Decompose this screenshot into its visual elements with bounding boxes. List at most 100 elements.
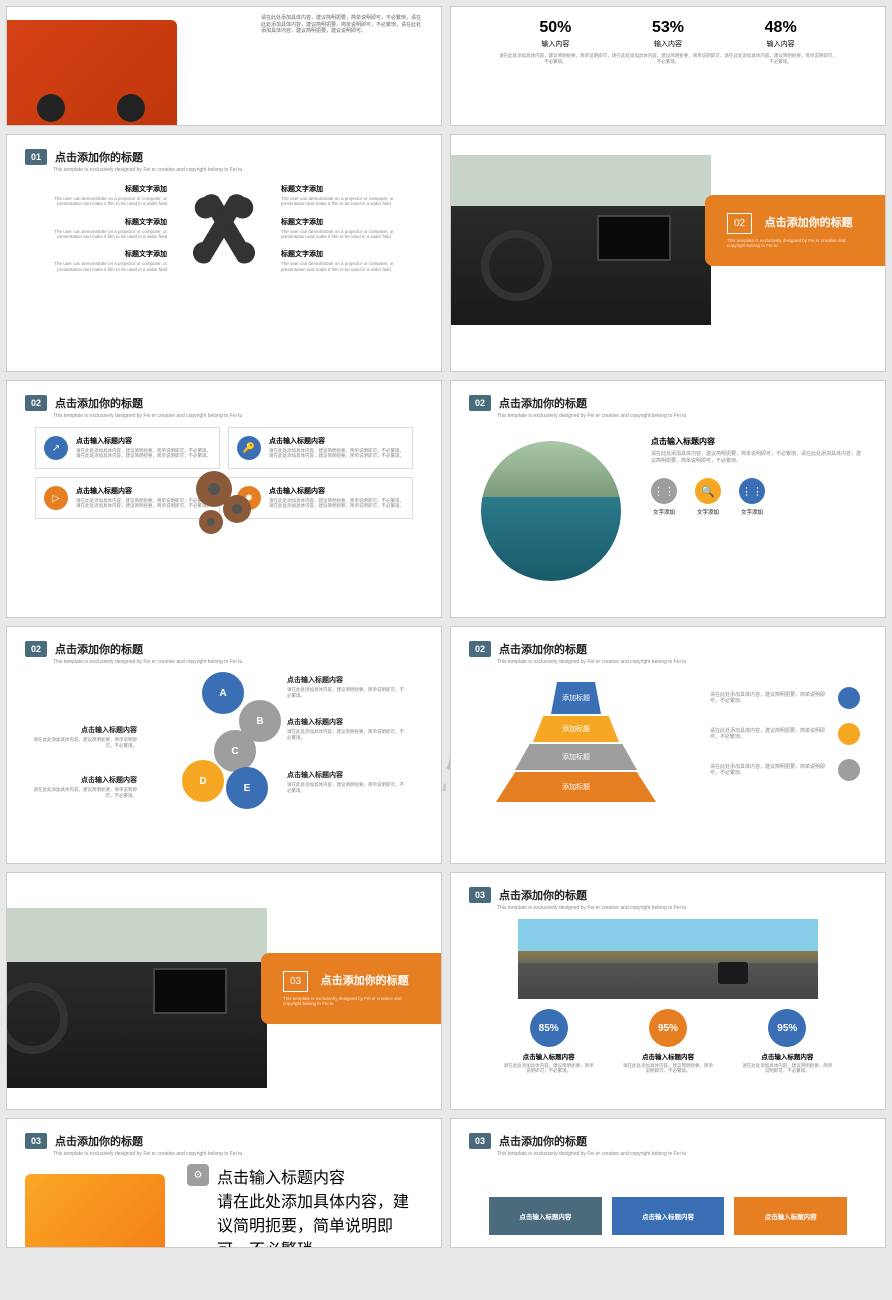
icon-label: 文字添加 bbox=[651, 508, 677, 516]
quad-head: 点击输入标题内容 bbox=[269, 486, 404, 496]
icon-label: 文字添加 bbox=[739, 508, 765, 516]
pyramid-level: 添加标题 bbox=[533, 716, 619, 742]
venn-circle: C bbox=[214, 730, 256, 772]
percent-desc: 请在此处添加具体内容，建议简明扼要，简单说明即可，不必繁琐。 bbox=[742, 1063, 832, 1074]
wrench-item-head: 标题文字添加 bbox=[52, 249, 167, 259]
pyramid-side-desc: 请在此处添加具体内容，建议简明扼要，简单说明即可，不必繁琐。 bbox=[710, 764, 830, 777]
slide-number: 02 bbox=[25, 395, 47, 411]
bars-row: 点击输入标题内容点击输入标题内容点击输入标题内容 bbox=[469, 1197, 867, 1235]
wrench-icon bbox=[179, 183, 269, 283]
percent-circle: 95% bbox=[649, 1009, 687, 1047]
list-items: ⚙ 点击输入标题内容 请在此处添加具体内容，建议简明扼要，简单说明即可，不必繁琐… bbox=[187, 1164, 421, 1248]
quad-head: 点击输入标题内容 bbox=[269, 436, 404, 446]
stat-2-label: 输入内容 bbox=[612, 39, 725, 49]
wrench-left-col: 标题文字添加 The user can demonstrate on a proj… bbox=[52, 184, 167, 282]
wrench-right-col: 标题文字添加The user can demonstrate on a proj… bbox=[281, 184, 396, 282]
road-photo bbox=[518, 919, 818, 999]
suv-circle-photo bbox=[481, 441, 621, 581]
gears-icon bbox=[189, 467, 259, 547]
pyramid-side-icon bbox=[838, 687, 860, 709]
wrench-item-head: 标题文字添加 bbox=[281, 217, 396, 227]
car-interior-photo bbox=[6, 908, 267, 1088]
slide-stats: 50% 输入内容 请在此处添加具体内容，建议简明扼要，简单说明即可，不必繁琐。 … bbox=[450, 6, 886, 126]
wrench-item-head: 标题文字添加 bbox=[281, 249, 396, 259]
venn-text-head: 点击输入标题内容 bbox=[287, 719, 407, 727]
stat-3-value: 48% bbox=[724, 19, 837, 37]
slide-title: 点击添加你的标题 bbox=[55, 395, 143, 411]
venn-text-head: 点击输入标题内容 bbox=[287, 772, 407, 780]
quad-head: 点击输入标题内容 bbox=[76, 436, 211, 446]
slide-car-intro: 请在此处添加具体内容，建议简明扼要，简单说明即可，不必繁琐，请在此处添加具体内容… bbox=[6, 6, 442, 126]
percent-circle: 95% bbox=[768, 1009, 806, 1047]
stat-3-desc: 请在此处添加具体内容，建议简明扼要，简单说明即可，不必繁琐。 bbox=[724, 53, 837, 65]
bar-box: 点击输入标题内容 bbox=[734, 1197, 847, 1235]
pyramid-level: 添加标题 bbox=[551, 682, 601, 714]
slide-road-pct: 03点击添加你的标题 This template is exclusively … bbox=[450, 872, 886, 1110]
slide-circle-photo: 02点击添加你的标题 This template is exclusively … bbox=[450, 380, 886, 618]
icon-item: ⋮⋮ 文字添加 bbox=[651, 478, 677, 516]
feature-icon: ⋮⋮ bbox=[739, 478, 765, 504]
car-interior-photo bbox=[451, 155, 711, 325]
stat-3: 48% 输入内容 请在此处添加具体内容，建议简明扼要，简单说明即可，不必繁琐。 bbox=[724, 19, 837, 65]
quad-desc: 请在此处添加具体内容，建议简明扼要，简单说明即可，不必繁琐，请在此处添加具体内容… bbox=[269, 498, 404, 509]
venn-text: 点击输入标题内容请在此处添加具体内容，建议简明扼要，简单说明即可，不必繁琐。 bbox=[287, 677, 407, 698]
slide-title: 点击添加你的标题 bbox=[55, 1133, 143, 1149]
slide-subtitle: This template is exclusively designed by… bbox=[497, 659, 867, 665]
intro-text: 请在此处添加具体内容，建议简明扼要，简单说明即可，不必繁琐，请在此处添加具体内容… bbox=[261, 15, 421, 35]
slide-car-list: 03 点击添加你的标题 This template is exclusively … bbox=[6, 1118, 442, 1248]
percent-item: 95% 点击输入标题内容 请在此处添加具体内容，建议简明扼要，简单说明即可，不必… bbox=[623, 1009, 713, 1074]
bar-box: 点击输入标题内容 bbox=[489, 1197, 602, 1235]
slide-grid: 请在此处添加具体内容，建议简明扼要，简单说明即可，不必繁琐，请在此处添加具体内容… bbox=[0, 0, 892, 1254]
slide-subtitle: This template is exclusively designed by… bbox=[53, 1151, 423, 1157]
icon-row: ⋮⋮ 文字添加 🔍 文字添加 ⋮⋮ 文字添加 bbox=[651, 478, 865, 516]
pyramid-side-item: 请在此处添加具体内容，建议简明扼要，简单说明即可，不必繁琐。 bbox=[710, 687, 860, 709]
right-content: 点击输入标题内容 请在此处添加具体内容，建议简明扼要，简单说明即可，不必繁琐，请… bbox=[651, 436, 865, 516]
slide-subtitle: This template is exclusively designed by… bbox=[497, 1151, 867, 1157]
slide-subtitle: This template is exclusively designed by… bbox=[497, 413, 867, 419]
percent-row: 85% 点击输入标题内容 请在此处添加具体内容，建议简明扼要，简单说明即可，不必… bbox=[469, 1009, 867, 1074]
slide-pyramid: 02点击添加你的标题 This template is exclusively … bbox=[450, 626, 886, 864]
box-title: 点击添加你的标题 bbox=[765, 217, 853, 229]
percent-desc: 请在此处添加具体内容，建议简明扼要，简单说明即可，不必繁琐。 bbox=[623, 1063, 713, 1074]
pyramid-side-icon bbox=[838, 759, 860, 781]
slide-interior-03: 03 点击添加你的标题 This template is exclusively… bbox=[6, 872, 442, 1110]
percent-head: 点击输入标题内容 bbox=[504, 1051, 594, 1061]
bar-box: 点击输入标题内容 bbox=[612, 1197, 725, 1235]
slide-number: 03 bbox=[469, 887, 491, 903]
slide-number: 03 bbox=[25, 1133, 47, 1149]
percent-item: 95% 点击输入标题内容 请在此处添加具体内容，建议简明扼要，简单说明即可，不必… bbox=[742, 1009, 832, 1074]
stat-2-value: 53% bbox=[612, 19, 725, 37]
title-box: 03 点击添加你的标题 This template is exclusively… bbox=[261, 953, 441, 1024]
slide-title: 点击添加你的标题 bbox=[55, 149, 143, 165]
stats-row: 50% 输入内容 请在此处添加具体内容，建议简明扼要，简单说明即可，不必繁琐。 … bbox=[469, 19, 867, 65]
pyramid-text-list: 请在此处添加具体内容，建议简明扼要，简单说明即可，不必繁琐。 请在此处添加具体内… bbox=[710, 687, 860, 795]
pyramid-side-item: 请在此处添加具体内容，建议简明扼要，简单说明即可，不必繁琐。 bbox=[710, 723, 860, 745]
slide-interior-02: 02 点击添加你的标题 This template is exclusively… bbox=[450, 134, 886, 372]
venn-text: 点击输入标题内容请在此处添加具体内容，建议简明扼要，简单说明即可，不必繁琐。 bbox=[27, 727, 137, 748]
venn-text-head: 点击输入标题内容 bbox=[287, 677, 407, 685]
quad-desc: 请在此处添加具体内容，建议简明扼要，简单说明即可，不必繁琐，请在此处添加具体内容… bbox=[269, 448, 404, 459]
slide-number: 03 bbox=[469, 1133, 491, 1149]
box-subtitle: This template is exclusively designed by… bbox=[727, 238, 863, 248]
stat-2: 53% 输入内容 请在此处添加具体内容，建议简明扼要，简单说明即可，不必繁琐。 bbox=[612, 19, 725, 65]
pyramid-side-icon bbox=[838, 723, 860, 745]
orange-car-photo bbox=[25, 1174, 165, 1248]
wrench-item-desc: The user can demonstrate on a projector … bbox=[52, 229, 167, 240]
venn-circle: A bbox=[202, 672, 244, 714]
stat-1-desc: 请在此处添加具体内容，建议简明扼要，简单说明即可，不必繁琐。 bbox=[499, 53, 612, 65]
quad-desc: 请在此处添加具体内容，建议简明扼要，简单说明即可，不必繁琐，请在此处添加具体内容… bbox=[76, 448, 211, 459]
slide-bars: 03点击添加你的标题 This template is exclusively … bbox=[450, 1118, 886, 1248]
slide-title: 点击添加你的标题 bbox=[499, 395, 587, 411]
icon-item: 🔍 文字添加 bbox=[695, 478, 721, 516]
slide-subtitle: This template is exclusively designed by… bbox=[53, 413, 423, 419]
stat-1-label: 输入内容 bbox=[499, 39, 612, 49]
slide-wrench: 01 点击添加你的标题 This template is exclusively… bbox=[6, 134, 442, 372]
slide-title: 点击添加你的标题 bbox=[55, 641, 143, 657]
wrench-item-head: 标题文字添加 bbox=[281, 184, 396, 194]
percent-desc: 请在此处添加具体内容，建议简明扼要，简单说明即可，不必繁琐。 bbox=[504, 1063, 594, 1074]
stat-1-value: 50% bbox=[499, 19, 612, 37]
slide-header: 01 点击添加你的标题 bbox=[25, 149, 143, 165]
box-number: 03 bbox=[283, 971, 308, 992]
icon-label: 文字添加 bbox=[695, 508, 721, 516]
slide-subtitle: This template is exclusively designed by… bbox=[53, 659, 423, 665]
